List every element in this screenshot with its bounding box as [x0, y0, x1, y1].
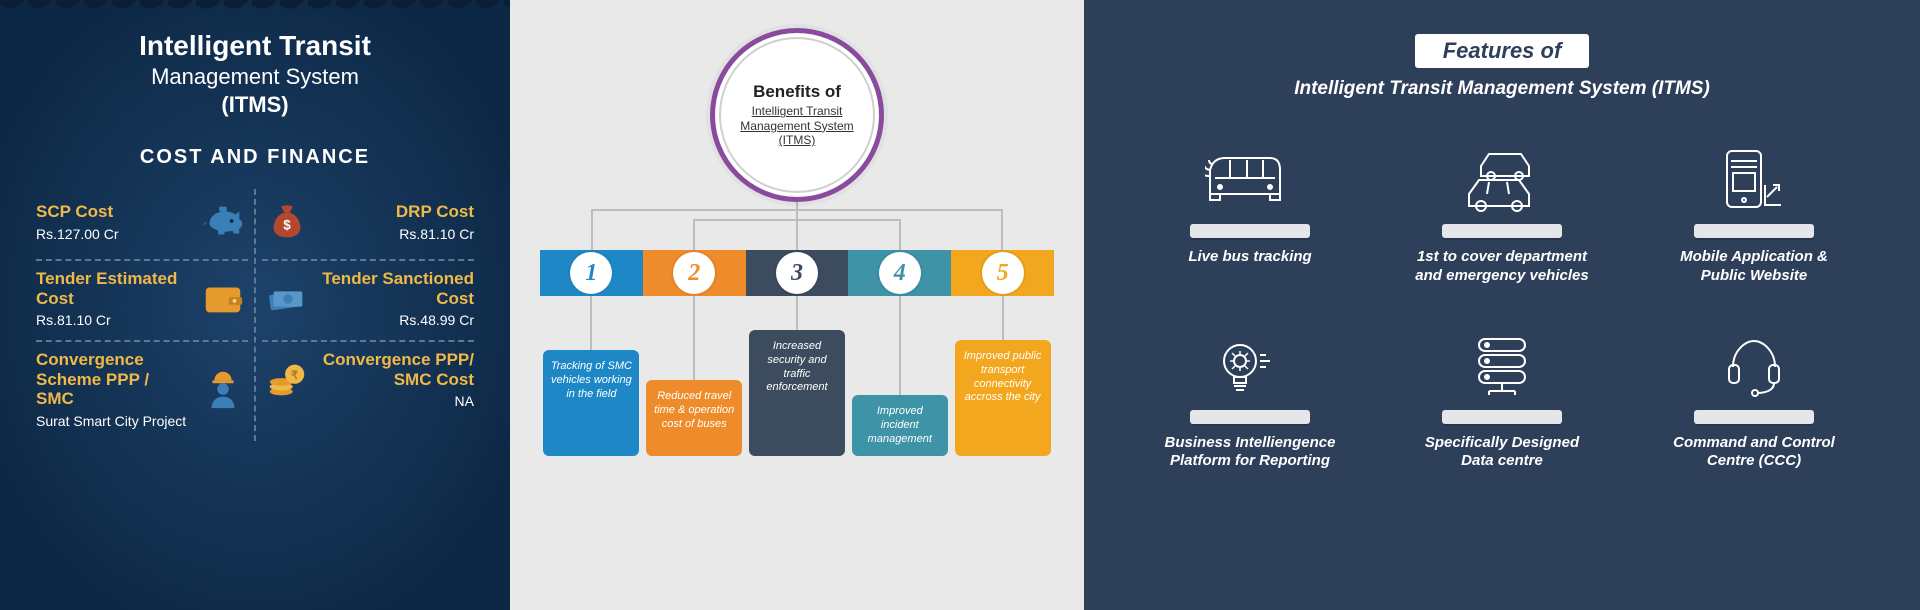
benefit-box-wrap: Increased security and traffic enforceme… — [746, 330, 849, 456]
cost-value: Rs.48.99 Cr — [322, 312, 474, 328]
cars-icon — [1447, 140, 1557, 220]
number-circle: 1 — [570, 252, 612, 294]
cost-label: Convergence Scheme PPP / SMC — [36, 350, 188, 409]
cost-value: Rs.81.10 Cr — [322, 226, 474, 242]
cost-value: Rs.81.10 Cr — [36, 312, 188, 328]
feature-item: 1st to cover department and emergency ve… — [1412, 140, 1592, 286]
number-segment: 1 — [540, 250, 643, 296]
cost-col-right: $ DRP Cost Rs.81.10 Cr Tender Sanctioned… — [256, 189, 480, 441]
benefit-box: Tracking of SMC vehicles working in the … — [543, 350, 639, 456]
headset-icon — [1699, 326, 1809, 406]
number-strip: 1 2 3 4 5 — [540, 250, 1054, 296]
title-line-3: (ITMS) — [30, 92, 480, 118]
feature-item: Specifically Designed Data centre — [1412, 326, 1592, 472]
hub-subtitle: Intelligent Transit Management System (I… — [729, 104, 865, 147]
number-circle: 3 — [776, 252, 818, 294]
panel-features: Features of Intelligent Transit Manageme… — [1084, 0, 1920, 610]
benefit-box-wrap: Improved incident management — [848, 330, 951, 456]
feature-plinth — [1442, 224, 1562, 238]
cost-value: NA — [322, 393, 474, 409]
worker-icon — [198, 364, 248, 414]
bulb-icon — [1195, 326, 1305, 406]
hub-title: Benefits of — [753, 82, 841, 102]
svg-text:$: $ — [283, 218, 291, 233]
benefit-box-wrap: Improved public transport connectivity a… — [951, 330, 1054, 456]
coins-icon: ₹ — [262, 355, 312, 405]
title-line-2: Management System — [30, 64, 480, 90]
feature-plinth — [1694, 410, 1814, 424]
cost-value: Rs.127.00 Cr — [36, 226, 188, 242]
feature-item: Business Intelliengence Platform for Rep… — [1160, 326, 1340, 472]
mobile-icon — [1699, 140, 1809, 220]
number-circle: 5 — [982, 252, 1024, 294]
cost-col-left: SCP Cost Rs.127.00 Cr Tender Estimated C… — [30, 189, 256, 441]
panel-benefits: Benefits of Intelligent Transit Manageme… — [510, 0, 1084, 610]
benefit-box: Increased security and traffic enforceme… — [749, 330, 845, 456]
svg-text:₹: ₹ — [291, 370, 299, 382]
piggy-icon — [198, 197, 248, 247]
moneybag-icon: $ — [262, 197, 312, 247]
cost-row: Tender Sanctioned Cost Rs.48.99 Cr — [262, 261, 474, 342]
features-pill: Features of — [1415, 34, 1590, 68]
cost-row: Convergence Scheme PPP / SMC Surat Smart… — [36, 342, 248, 441]
benefits-hub: Benefits of Intelligent Transit Manageme… — [710, 28, 884, 202]
server-icon — [1447, 326, 1557, 406]
benefit-box-wrap: Tracking of SMC vehicles working in the … — [540, 330, 643, 456]
number-segment: 5 — [951, 250, 1054, 296]
feature-label: Live bus tracking — [1188, 248, 1311, 267]
panel1-subtitle: COST AND FINANCE — [30, 146, 480, 169]
feature-label: 1st to cover department and emergency ve… — [1412, 248, 1592, 286]
number-segment: 4 — [848, 250, 951, 296]
feature-label: Command and Control Centre (CCC) — [1664, 434, 1844, 472]
number-segment: 3 — [746, 250, 849, 296]
bus-icon — [1195, 140, 1305, 220]
features-subtitle: Intelligent Transit Management System (I… — [1154, 78, 1850, 100]
cost-label: Convergence PPP/ SMC Cost — [322, 350, 474, 389]
title-line-1: Intelligent Transit — [30, 30, 480, 62]
feature-plinth — [1190, 410, 1310, 424]
feature-item: Command and Control Centre (CCC) — [1664, 326, 1844, 472]
features-grid: Live bus tracking 1st to cover department… — [1154, 140, 1850, 471]
panel1-title: Intelligent Transit Management System (I… — [30, 30, 480, 118]
benefit-connector — [1002, 296, 1004, 340]
cost-row: $ DRP Cost Rs.81.10 Cr — [262, 189, 474, 261]
number-circle: 4 — [879, 252, 921, 294]
benefit-connector — [590, 296, 592, 350]
feature-item: Live bus tracking — [1160, 140, 1340, 286]
feature-plinth — [1190, 224, 1310, 238]
benefit-box: Improved public transport connectivity a… — [955, 340, 1051, 456]
benefit-box: Improved incident management — [852, 395, 948, 456]
features-header: Features of Intelligent Transit Manageme… — [1154, 34, 1850, 100]
cost-label: Tender Estimated Cost — [36, 269, 188, 308]
cost-label: Tender Sanctioned Cost — [322, 269, 474, 308]
cost-row: ₹ Convergence PPP/ SMC Cost NA — [262, 342, 474, 421]
benefit-connector — [899, 296, 901, 395]
feature-item: Mobile Application & Public Website — [1664, 140, 1844, 286]
number-segment: 2 — [643, 250, 746, 296]
wallet-icon — [198, 274, 248, 324]
feature-label: Specifically Designed Data centre — [1412, 434, 1592, 472]
cost-label: SCP Cost — [36, 202, 188, 222]
benefit-box-wrap: Reduced travel time & operation cost of … — [643, 330, 746, 456]
cost-row: SCP Cost Rs.127.00 Cr — [36, 189, 248, 261]
cost-row: Tender Estimated Cost Rs.81.10 Cr — [36, 261, 248, 342]
feature-label: Business Intelliengence Platform for Rep… — [1160, 434, 1340, 472]
cost-value: Surat Smart City Project — [36, 413, 188, 429]
feature-label: Mobile Application & Public Website — [1664, 248, 1844, 286]
benefit-box: Reduced travel time & operation cost of … — [646, 380, 742, 456]
benefit-connector — [693, 296, 695, 380]
cost-columns: SCP Cost Rs.127.00 Cr Tender Estimated C… — [30, 189, 480, 441]
panel-cost-finance: Intelligent Transit Management System (I… — [0, 0, 510, 610]
benefit-connector — [796, 296, 798, 330]
cost-label: DRP Cost — [322, 202, 474, 222]
feature-plinth — [1442, 410, 1562, 424]
scallop-trim — [0, 0, 510, 18]
cash-icon — [262, 274, 312, 324]
benefit-boxes: Tracking of SMC vehicles working in the … — [540, 330, 1054, 456]
feature-plinth — [1694, 224, 1814, 238]
number-circle: 2 — [673, 252, 715, 294]
